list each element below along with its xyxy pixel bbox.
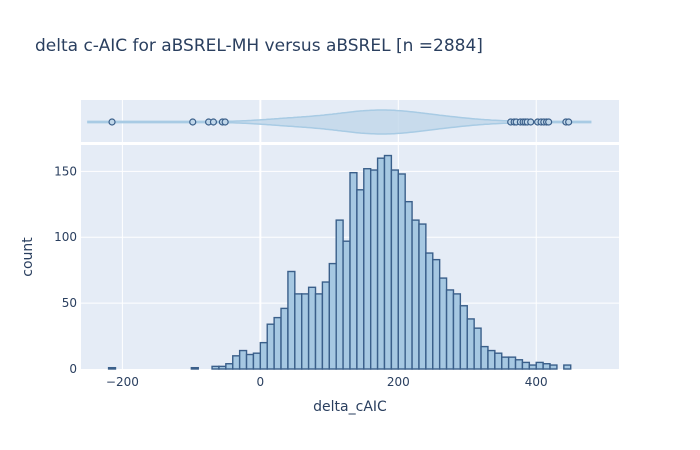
histogram-bar[interactable] bbox=[266, 323, 275, 370]
chart-title: delta c-AIC for aBSREL-MH versus aBSREL … bbox=[35, 36, 483, 56]
histogram-bar[interactable] bbox=[280, 307, 289, 370]
histogram-bar[interactable] bbox=[507, 356, 517, 370]
violin-outlier-point[interactable] bbox=[209, 118, 218, 126]
histogram-bar[interactable] bbox=[349, 171, 358, 370]
histogram-bar[interactable] bbox=[369, 169, 379, 370]
histogram-bar[interactable] bbox=[473, 327, 482, 370]
histogram-bar[interactable] bbox=[501, 356, 510, 370]
histogram-bar[interactable] bbox=[418, 223, 427, 370]
histogram-bar[interactable] bbox=[211, 365, 220, 370]
histogram-bar[interactable] bbox=[225, 363, 234, 370]
histogram-bar[interactable] bbox=[397, 173, 406, 370]
histogram-bar[interactable] bbox=[563, 364, 572, 370]
violin-layer bbox=[87, 109, 592, 135]
y-tick-label: 100 bbox=[54, 230, 77, 244]
y-tick-labels: 0 50 100 150 bbox=[54, 164, 77, 376]
histogram-bar[interactable] bbox=[438, 277, 448, 370]
histogram-bar[interactable] bbox=[245, 353, 255, 370]
histogram-bar[interactable] bbox=[383, 154, 393, 370]
bars-layer bbox=[107, 154, 572, 370]
histogram-bar[interactable] bbox=[232, 355, 241, 370]
violin-shape[interactable] bbox=[87, 109, 592, 135]
histogram-bar[interactable] bbox=[542, 363, 551, 370]
histogram-bar[interactable] bbox=[328, 262, 337, 370]
histogram-bar[interactable] bbox=[342, 240, 351, 370]
violin-outlier-point[interactable] bbox=[545, 118, 553, 126]
histogram-bar[interactable] bbox=[301, 293, 310, 370]
y-tick-label: 50 bbox=[62, 296, 77, 310]
histogram-bar[interactable] bbox=[494, 352, 503, 370]
x-axis-title: delta_cAIC bbox=[313, 399, 387, 415]
histogram-bar[interactable] bbox=[432, 258, 441, 370]
histogram-bar[interactable] bbox=[376, 157, 386, 370]
histogram-bar[interactable] bbox=[480, 345, 489, 370]
histogram-bar[interactable] bbox=[390, 169, 399, 370]
histogram-bar[interactable] bbox=[425, 252, 434, 370]
histogram-bar[interactable] bbox=[356, 189, 365, 370]
histogram-bar[interactable] bbox=[549, 364, 558, 370]
histogram-bar[interactable] bbox=[252, 352, 262, 370]
histogram-bar[interactable] bbox=[514, 359, 524, 370]
histogram-bar[interactable] bbox=[238, 349, 248, 370]
histogram-bar[interactable] bbox=[294, 293, 303, 370]
violin-outlier-point[interactable] bbox=[527, 118, 535, 126]
histogram-bar[interactable] bbox=[487, 349, 496, 370]
histogram-bar[interactable] bbox=[287, 270, 296, 370]
histogram-bar[interactable] bbox=[528, 364, 537, 370]
histogram-bar[interactable] bbox=[466, 318, 475, 370]
violin-outlier-point[interactable] bbox=[108, 118, 116, 126]
y-tick-label: 150 bbox=[54, 164, 77, 178]
x-tick-label: −200 bbox=[106, 375, 139, 389]
histogram-bar[interactable] bbox=[404, 200, 413, 370]
violin-outlier-point[interactable] bbox=[189, 118, 197, 126]
histogram-bar[interactable] bbox=[411, 219, 420, 370]
histogram-bar[interactable] bbox=[521, 361, 531, 370]
violin-outlier-point[interactable] bbox=[565, 118, 573, 126]
x-tick-label: 0 bbox=[257, 375, 265, 389]
x-tick-labels: −200 0 200 400 bbox=[106, 375, 548, 389]
x-tick-label: 400 bbox=[525, 375, 548, 389]
histogram-bar[interactable] bbox=[335, 219, 344, 370]
y-tick-label: 0 bbox=[69, 362, 77, 376]
histogram-bar[interactable] bbox=[307, 286, 317, 370]
histogram-bar[interactable] bbox=[445, 289, 455, 370]
histogram-bar[interactable] bbox=[218, 365, 227, 370]
histogram-bar[interactable] bbox=[107, 366, 117, 370]
histogram-bar[interactable] bbox=[452, 293, 462, 370]
histogram-bar[interactable] bbox=[535, 361, 544, 370]
histogram-bar[interactable] bbox=[273, 316, 282, 370]
histogram-bar[interactable] bbox=[459, 305, 468, 370]
histogram-bar[interactable] bbox=[314, 293, 324, 370]
histogram-bar[interactable] bbox=[190, 366, 199, 370]
x-tick-label: 200 bbox=[387, 375, 410, 389]
y-axis-title: count bbox=[20, 237, 36, 277]
violin-outlier-point[interactable] bbox=[221, 118, 229, 126]
histogram-bar[interactable] bbox=[259, 341, 268, 370]
histogram-bar[interactable] bbox=[321, 281, 331, 370]
histogram-bar[interactable] bbox=[363, 168, 372, 370]
